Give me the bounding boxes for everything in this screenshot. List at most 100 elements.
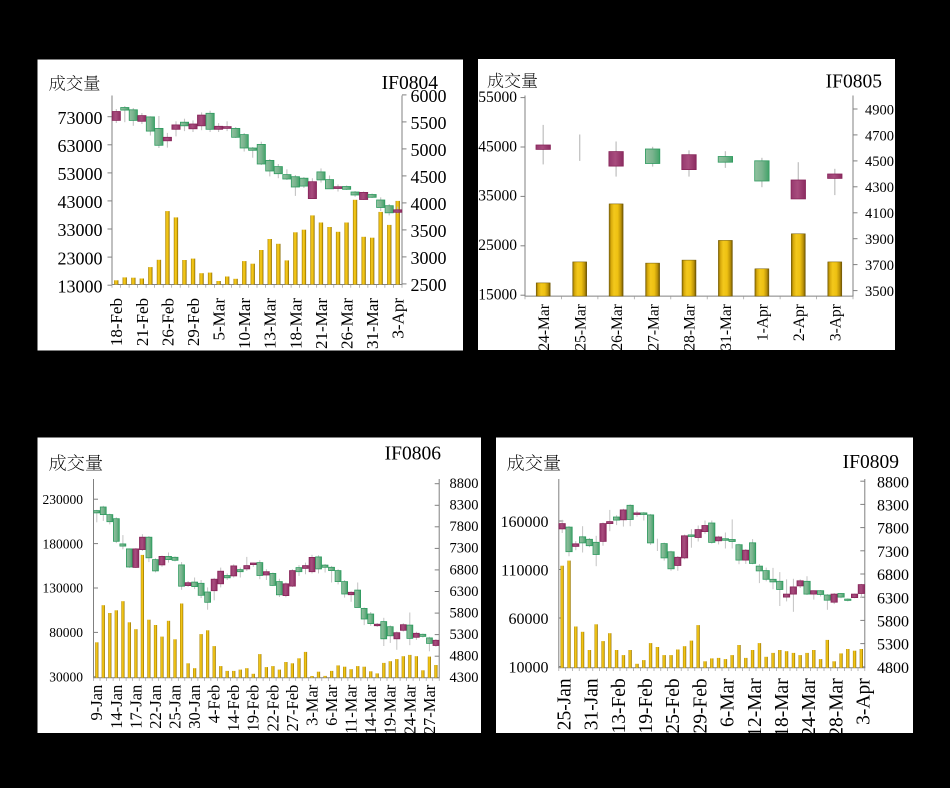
svg-text:3900: 3900 [865, 232, 894, 248]
svg-text:25-Jan: 25-Jan [554, 678, 575, 730]
svg-text:8300: 8300 [450, 498, 479, 514]
svg-text:25000: 25000 [478, 237, 517, 254]
svg-text:8800: 8800 [877, 474, 909, 491]
svg-text:6800: 6800 [450, 562, 479, 578]
svg-text:31-Mar: 31-Mar [363, 298, 382, 349]
svg-text:3-Apr: 3-Apr [828, 303, 845, 341]
svg-text:30-Jan: 30-Jan [185, 685, 204, 729]
svg-text:28-Mar: 28-Mar [682, 303, 699, 350]
svg-text:2-Apr: 2-Apr [791, 303, 808, 341]
svg-text:29-Feb: 29-Feb [184, 298, 203, 346]
svg-text:13-Mar: 13-Mar [261, 298, 280, 349]
svg-text:6-Mar: 6-Mar [322, 684, 341, 726]
svg-text:19-Feb: 19-Feb [244, 685, 263, 732]
svg-text:55000: 55000 [478, 89, 517, 106]
svg-text:IF0804: IF0804 [382, 73, 439, 94]
svg-text:4700: 4700 [865, 128, 894, 144]
svg-text:43000: 43000 [58, 192, 103, 212]
svg-text:3500: 3500 [865, 284, 894, 300]
svg-text:31-Mar: 31-Mar [718, 303, 735, 350]
svg-text:21-Mar: 21-Mar [312, 298, 331, 349]
svg-text:5800: 5800 [450, 605, 479, 621]
svg-text:180000: 180000 [43, 536, 84, 551]
svg-text:5000: 5000 [411, 140, 447, 160]
svg-text:27-Mar: 27-Mar [645, 303, 662, 350]
svg-text:3700: 3700 [865, 258, 894, 274]
svg-text:13000: 13000 [58, 276, 103, 296]
svg-text:29-Feb: 29-Feb [690, 678, 711, 733]
svg-text:4500: 4500 [865, 154, 894, 170]
svg-text:5300: 5300 [877, 637, 909, 654]
svg-text:28-Mar: 28-Mar [826, 678, 847, 737]
svg-text:25-Mar: 25-Mar [572, 303, 589, 350]
svg-text:7800: 7800 [877, 521, 909, 538]
svg-text:33000: 33000 [58, 220, 103, 240]
svg-text:IF0809: IF0809 [843, 452, 899, 473]
svg-text:35000: 35000 [478, 188, 517, 205]
svg-text:IF0806: IF0806 [385, 444, 442, 465]
svg-text:18-Mar: 18-Mar [772, 678, 793, 737]
svg-text:17-Jan: 17-Jan [126, 685, 145, 729]
svg-text:2500: 2500 [411, 275, 447, 295]
svg-text:5500: 5500 [411, 113, 447, 133]
svg-text:4800: 4800 [450, 649, 479, 665]
svg-text:6300: 6300 [877, 590, 909, 607]
svg-text:19-Feb: 19-Feb [636, 678, 657, 733]
svg-text:26-Mar: 26-Mar [338, 298, 357, 349]
svg-text:8800: 8800 [450, 476, 479, 492]
svg-text:18-Mar: 18-Mar [286, 298, 305, 349]
svg-text:14-Mar: 14-Mar [361, 684, 380, 734]
svg-text:10-Mar: 10-Mar [235, 298, 254, 349]
svg-text:3500: 3500 [411, 221, 447, 241]
svg-text:26-Mar: 26-Mar [609, 303, 626, 350]
svg-text:14-Jan: 14-Jan [107, 685, 126, 729]
svg-text:3-Mar: 3-Mar [303, 684, 322, 726]
svg-text:80000: 80000 [49, 625, 83, 640]
svg-text:24-Mar: 24-Mar [400, 684, 419, 734]
svg-text:7300: 7300 [877, 544, 909, 561]
svg-text:73000: 73000 [58, 108, 103, 128]
svg-text:110000: 110000 [501, 563, 548, 580]
svg-text:4500: 4500 [411, 167, 447, 187]
svg-text:230000: 230000 [43, 492, 84, 507]
svg-text:15000: 15000 [478, 287, 517, 304]
svg-text:130000: 130000 [43, 581, 84, 596]
svg-text:8300: 8300 [877, 498, 909, 515]
svg-text:4100: 4100 [865, 206, 894, 222]
svg-text:4300: 4300 [865, 180, 894, 196]
svg-text:11-Mar: 11-Mar [342, 684, 361, 733]
svg-text:10000: 10000 [509, 660, 549, 677]
svg-text:6-Mar: 6-Mar [718, 678, 739, 727]
svg-text:31-Jan: 31-Jan [582, 678, 603, 730]
svg-text:25-Jan: 25-Jan [166, 685, 185, 729]
svg-text:45000: 45000 [478, 138, 517, 155]
svg-text:19-Mar: 19-Mar [381, 684, 400, 734]
svg-text:3-Apr: 3-Apr [854, 678, 875, 725]
svg-text:IF0805: IF0805 [826, 72, 882, 93]
svg-text:9-Jan: 9-Jan [87, 685, 106, 721]
svg-text:160000: 160000 [501, 514, 549, 531]
svg-text:6300: 6300 [450, 584, 479, 600]
svg-text:14-Feb: 14-Feb [224, 685, 243, 732]
svg-text:6800: 6800 [877, 567, 909, 584]
svg-text:7800: 7800 [450, 519, 479, 535]
svg-text:6000: 6000 [411, 86, 447, 106]
svg-text:7300: 7300 [450, 541, 479, 557]
svg-text:4300: 4300 [450, 670, 479, 686]
svg-text:22-Feb: 22-Feb [263, 685, 282, 732]
svg-text:5800: 5800 [877, 614, 909, 631]
svg-text:26-Feb: 26-Feb [158, 298, 177, 346]
svg-text:60000: 60000 [509, 611, 549, 628]
svg-text:3000: 3000 [411, 248, 447, 268]
svg-text:1-Apr: 1-Apr [755, 303, 772, 341]
svg-text:21-Feb: 21-Feb [133, 298, 152, 346]
svg-text:53000: 53000 [58, 164, 103, 184]
svg-text:23000: 23000 [58, 248, 103, 268]
svg-text:18-Feb: 18-Feb [107, 298, 126, 346]
svg-text:63000: 63000 [58, 136, 103, 156]
svg-text:4-Feb: 4-Feb [205, 685, 224, 724]
svg-text:4000: 4000 [411, 194, 447, 214]
svg-text:13-Feb: 13-Feb [609, 678, 630, 733]
svg-text:12-Mar: 12-Mar [745, 678, 766, 737]
svg-text:27-Mar: 27-Mar [420, 684, 439, 734]
